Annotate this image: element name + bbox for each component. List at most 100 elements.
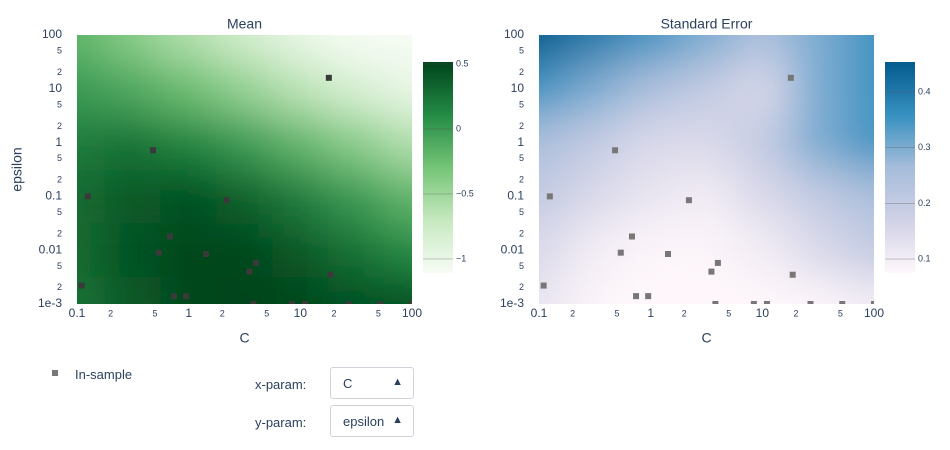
- in-sample-point: [183, 293, 190, 300]
- contour-cell: [622, 35, 679, 62]
- in-sample-point: [345, 301, 352, 304]
- contour-cell: [678, 115, 735, 170]
- y-axis-title: epsilon: [9, 147, 25, 191]
- y-tick-label: 5: [519, 99, 524, 109]
- contour-cell: [566, 223, 623, 278]
- contour-cell: [104, 277, 161, 304]
- x-tick-label: 2: [570, 308, 575, 318]
- in-sample-point: [628, 233, 635, 240]
- contour-cell: [216, 277, 273, 304]
- contour-cell: [272, 115, 329, 170]
- in-sample-point: [150, 147, 157, 154]
- contour-cell: [272, 169, 329, 224]
- y-tick-label: 1e-3: [500, 296, 524, 310]
- y-tick-label: 0.1: [507, 189, 524, 203]
- in-sample-point: [871, 301, 874, 304]
- contour-cell: [790, 277, 847, 304]
- y-tick-label: 10: [49, 81, 63, 95]
- colorbar-tick-label: 0.5: [456, 58, 469, 68]
- y-tick-label: 2: [57, 175, 62, 185]
- x-tick-label: 5: [615, 308, 620, 318]
- contour-cell: [77, 169, 105, 224]
- colorbar-tick-label: 0.1: [918, 253, 931, 263]
- contour-cell: [272, 35, 329, 62]
- chart-title: Standard Error: [661, 16, 753, 32]
- dropdown-arrow: ▲: [392, 414, 403, 426]
- contour-cell: [160, 61, 217, 116]
- colorbar: [423, 62, 453, 273]
- in-sample-point: [750, 301, 757, 304]
- contour-cell: [566, 277, 623, 304]
- contour-cell: [790, 35, 847, 62]
- x-axis-title: C: [239, 330, 249, 346]
- contour-cell: [384, 35, 412, 62]
- contour-cell: [790, 61, 847, 116]
- plot-area: [539, 35, 874, 304]
- in-sample-point: [789, 271, 796, 278]
- contour-cell: [734, 35, 791, 62]
- in-sample-point: [546, 193, 553, 200]
- y-tick-label: 2: [57, 67, 62, 77]
- y-tick-label: 10: [511, 81, 525, 95]
- y-tick-label: 100: [42, 27, 62, 41]
- in-sample-point: [633, 293, 640, 300]
- x-tick-label: 5: [726, 308, 731, 318]
- in-sample-point: [250, 301, 257, 304]
- y-tick-label: 1e-3: [38, 296, 62, 310]
- y-tick-label: 5: [519, 261, 524, 271]
- y-tick-label: 5: [57, 153, 62, 163]
- in-sample-point: [327, 271, 334, 278]
- x-tick-label: 10: [294, 306, 308, 320]
- y-tick-label: 2: [57, 121, 62, 131]
- y-param-dropdown[interactable]: epsilon ▲: [330, 405, 414, 437]
- plot-area: [77, 35, 412, 304]
- contour-cell: [160, 35, 217, 62]
- contour-cell: [216, 169, 273, 224]
- contour-cell: [566, 169, 623, 224]
- contour-cell: [272, 223, 329, 278]
- x-tick-label: 1: [647, 306, 654, 320]
- contour-cell: [539, 115, 567, 170]
- contour-cell: [678, 35, 735, 62]
- x-param-dropdown[interactable]: C ▲: [330, 367, 414, 399]
- contour-cell: [328, 169, 385, 224]
- y-tick-label: 0.01: [501, 242, 525, 256]
- contour-cell: [846, 61, 874, 116]
- colorbar-tick-label: 0: [456, 123, 461, 133]
- contour-cell: [678, 223, 735, 278]
- contour-cell: [328, 35, 385, 62]
- in-sample-point: [84, 193, 91, 200]
- y-param-label: y-param:: [255, 415, 307, 430]
- y-tick-label: 5: [519, 207, 524, 217]
- in-sample-point: [325, 74, 332, 81]
- x-tick-label: 1: [185, 306, 192, 320]
- y-tick-label: 2: [519, 67, 524, 77]
- legend-symbol-box: [52, 370, 58, 376]
- contour-cell: [846, 169, 874, 224]
- y-tick-label: 2: [519, 175, 524, 185]
- x-tick-label: 2: [682, 308, 687, 318]
- contour-cell: [566, 115, 623, 170]
- contour-cell: [384, 277, 412, 304]
- contour-cell: [678, 277, 735, 304]
- y-tick-label: 2: [57, 282, 62, 292]
- contour-cell: [160, 115, 217, 170]
- x-tick-label: 0.1: [69, 306, 86, 320]
- contour-cell: [216, 61, 273, 116]
- contour-cell: [539, 169, 567, 224]
- x-tick-label: 0.1: [531, 306, 548, 320]
- contour-cell: [539, 61, 567, 116]
- in-sample-point: [787, 74, 794, 81]
- y-tick-label: 5: [57, 261, 62, 271]
- contour-cell: [104, 115, 161, 170]
- contour-cell: [384, 61, 412, 116]
- chart: 0.1 2 5 1 2 5 10 2 5 1001e-3250.01250.12512510251…: [9, 16, 931, 346]
- contour-cell: [272, 277, 329, 304]
- in-sample-point: [155, 249, 162, 256]
- contour-cell: [328, 115, 385, 170]
- in-sample-point: [807, 301, 814, 304]
- colorbar-tick-label: 0.2: [918, 198, 931, 208]
- in-sample-point: [540, 282, 547, 289]
- contour-cell: [622, 169, 679, 224]
- in-sample-point: [301, 301, 308, 304]
